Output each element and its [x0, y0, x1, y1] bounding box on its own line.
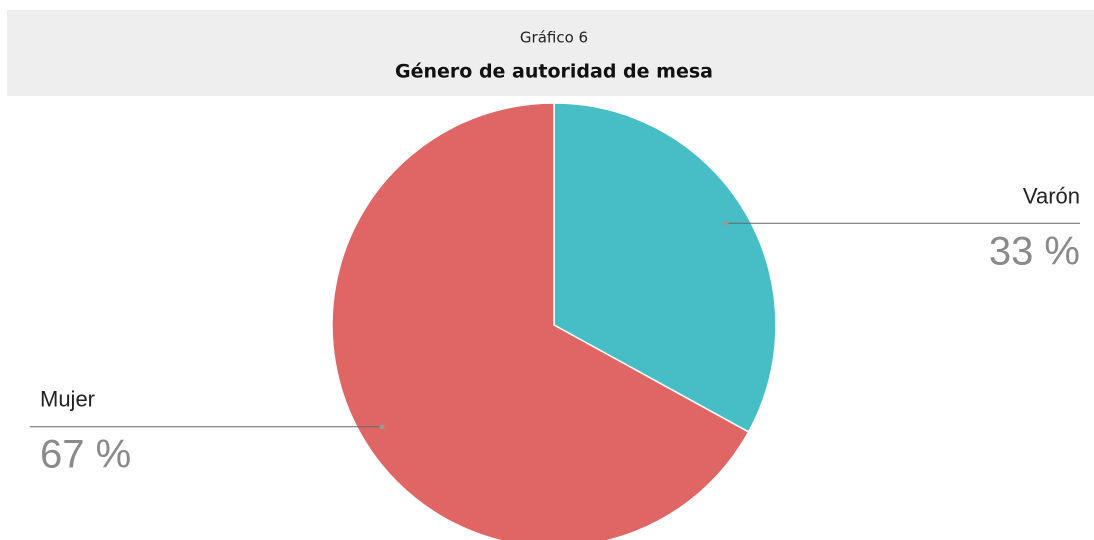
pie-slice: [553, 102, 777, 433]
slice-label: Varón: [1023, 183, 1080, 208]
pie-slice: [331, 102, 750, 540]
slice-value-label: 33 %: [989, 229, 1080, 273]
leader-dot: [723, 220, 729, 226]
chart-subtitle: Gráfico 6: [520, 29, 588, 47]
slice-value-label: 67 %: [40, 433, 131, 477]
header-band: [7, 10, 1094, 96]
leader-dot: [379, 424, 385, 430]
slice-label: Mujer: [40, 387, 95, 412]
chart-title: Género de autoridad de mesa: [395, 61, 713, 83]
